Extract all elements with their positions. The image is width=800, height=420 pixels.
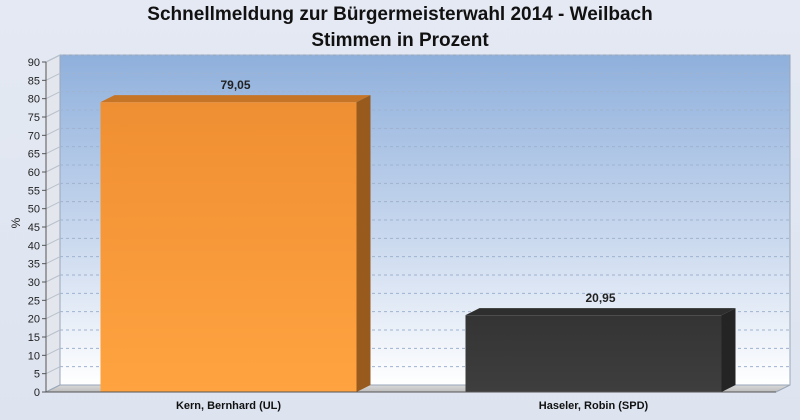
grid-line-side <box>45 201 61 210</box>
grid-line-side <box>45 329 61 338</box>
y-tick-label: 35 <box>28 259 40 271</box>
chart-title: Schnellmeldung zur Bürgermeisterwahl 201… <box>0 2 800 54</box>
bar <box>100 95 371 393</box>
y-tick-label: 25 <box>28 295 40 307</box>
y-axis: 0 5 10 15 20 25 30 35 40 45 50 55 60 65 70 75 80 85 90 <box>28 57 47 399</box>
y-tick-label: 65 <box>28 149 40 161</box>
grid-line-side <box>45 127 61 136</box>
grid-line-side <box>45 366 61 375</box>
grid-line-side <box>45 347 61 356</box>
x-tick-label: Kern, Bernhard (UL) <box>176 400 281 412</box>
grid-line-side <box>45 91 61 100</box>
grid-line-side <box>45 72 61 81</box>
y-tick-label: 30 <box>28 277 40 289</box>
y-tick-label: 70 <box>28 130 40 142</box>
bar-value-label: 79,05 <box>220 78 250 92</box>
grid-line-side <box>45 182 61 191</box>
y-tick-label: 20 <box>28 314 40 326</box>
grid-line-side <box>45 54 61 63</box>
y-tick-label: 80 <box>28 94 40 106</box>
y-tick-label: 10 <box>28 350 40 362</box>
bars: 79,05 20,95 <box>100 78 736 393</box>
bar-value-label: 20,95 <box>585 291 615 305</box>
y-tick-label: 55 <box>28 185 40 197</box>
grid-line-side <box>45 292 61 301</box>
y-tick-label: 50 <box>28 204 40 216</box>
y-tick-label: 60 <box>28 167 40 179</box>
y-tick-label: 40 <box>28 240 40 252</box>
grid-line-side <box>45 219 61 228</box>
bar <box>465 308 736 392</box>
bar-top-face <box>100 95 371 103</box>
bar-front-face <box>465 315 722 392</box>
bar-side-face <box>356 95 371 393</box>
y-tick-label: 85 <box>28 75 40 87</box>
bar-top-face <box>465 308 736 316</box>
y-tick-label: 75 <box>28 112 40 124</box>
chart-title-line-1: Schnellmeldung zur Bürgermeisterwahl 201… <box>147 4 653 25</box>
grid-line-side <box>45 164 61 173</box>
grid-line-side <box>45 256 61 265</box>
x-tick-label: Haseler, Robin (SPD) <box>539 400 649 412</box>
y-axis-label: % <box>9 217 23 228</box>
chart-title-line-2: Stimmen in Prozent <box>311 30 489 51</box>
grid-line-side <box>45 146 61 155</box>
y-tick-label: 15 <box>28 332 40 344</box>
grid-line-side <box>45 237 61 246</box>
grid-line-side <box>45 311 61 320</box>
y-tick-label: 5 <box>34 369 40 381</box>
y-tick-label: 0 <box>34 387 40 399</box>
bar-front-face <box>100 102 357 393</box>
y-tick-label: 90 <box>28 57 40 69</box>
grid-line-side <box>45 274 61 283</box>
grid-line-side <box>45 109 61 118</box>
y-tick-label: 45 <box>28 222 40 234</box>
bar-side-face <box>721 308 736 392</box>
x-axis: Kern, Bernhard (UL) Haseler, Robin (SPD) <box>46 391 776 412</box>
